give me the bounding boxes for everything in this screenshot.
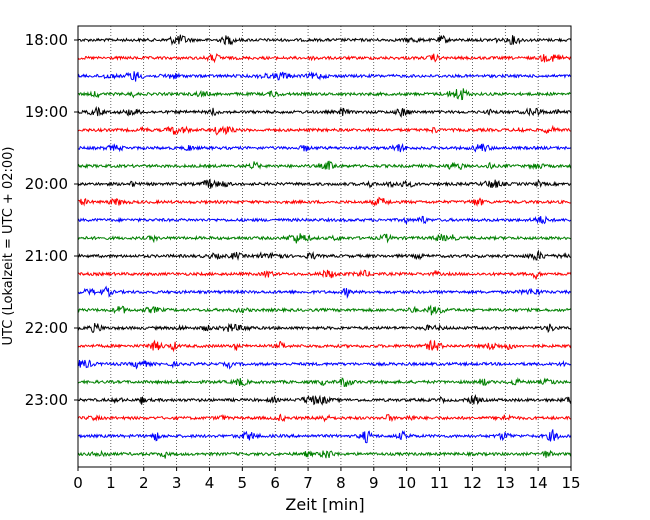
- x-tick-label: 15: [561, 474, 580, 492]
- trace-2130: [77, 285, 572, 299]
- x-axis-label: Zeit [min]: [285, 495, 364, 514]
- trace-1945: [77, 160, 572, 170]
- trace-2015: [77, 196, 572, 207]
- trace-1900: [77, 105, 572, 118]
- y-tick-label: 23:00: [25, 391, 68, 409]
- y-tick-label: 18:00: [25, 31, 68, 49]
- x-tick-label: 5: [238, 474, 248, 492]
- trace-2215: [77, 339, 572, 353]
- y-tick-label: 19:00: [25, 103, 68, 121]
- x-tick-label: 10: [397, 474, 416, 492]
- x-tick-label: 14: [529, 474, 548, 492]
- trace-1800: [77, 34, 572, 46]
- y-tick-label: 20:00: [25, 175, 68, 193]
- x-tick-label: 2: [139, 474, 149, 492]
- trace-2200: [77, 322, 572, 334]
- x-tick-label: 8: [336, 474, 346, 492]
- x-tick-label: 1: [106, 474, 116, 492]
- x-tick-label: 11: [430, 474, 449, 492]
- x-tick-label: 13: [496, 474, 515, 492]
- trace-2000: [77, 178, 572, 189]
- x-tick-label: 0: [73, 474, 83, 492]
- plot-frame: [77, 25, 572, 468]
- y-tick-label: 21:00: [25, 247, 68, 265]
- x-tick-label: 12: [463, 474, 482, 492]
- trace-2345: [77, 449, 572, 459]
- x-tick-label: 3: [172, 474, 182, 492]
- trace-2100: [77, 249, 572, 261]
- trace-1930: [77, 142, 572, 153]
- trace-1830: [77, 71, 572, 82]
- trace-1915: [77, 124, 572, 136]
- y-axis-label: UTC (Lokalzeit = UTC + 02:00): [1, 147, 16, 346]
- x-axis-ticks: 0 1 2 3 4 5 6 7 8 9 10 11 12 13 14 15: [73, 467, 581, 492]
- x-tick-label: 6: [270, 474, 280, 492]
- y-axis-ticks: 18:00 19:00 20:00 21:00 22:00 23:00: [25, 31, 78, 409]
- trace-2030: [77, 215, 572, 225]
- y-tick-label: 22:00: [25, 319, 68, 337]
- x-tick-label: 7: [303, 474, 313, 492]
- trace-2300: [77, 393, 572, 406]
- trace-2045: [77, 233, 572, 244]
- trace-2230: [77, 359, 572, 370]
- trace-1845: [77, 88, 572, 101]
- x-tick-label: 4: [205, 474, 215, 492]
- trace-2330: [77, 429, 572, 444]
- x-tick-label: 9: [369, 474, 379, 492]
- trace-2115: [77, 269, 572, 280]
- trace-2145: [77, 304, 572, 316]
- trace-2315: [77, 413, 572, 423]
- trace-1815: [77, 53, 572, 64]
- seismic-traces: [77, 34, 572, 459]
- trace-2245: [77, 376, 572, 387]
